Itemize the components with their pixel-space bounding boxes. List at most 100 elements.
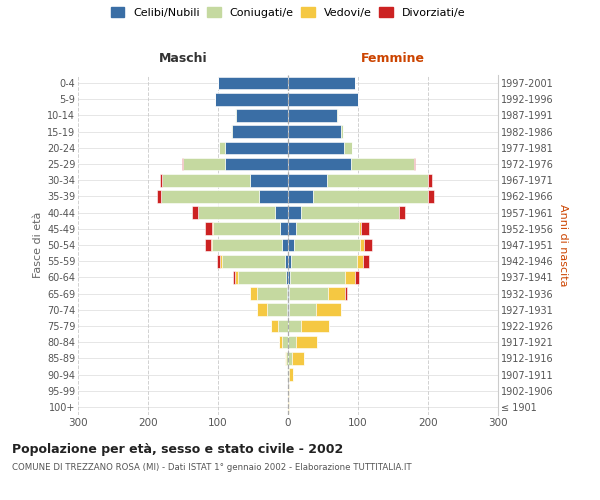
Bar xyxy=(217,255,220,268)
Bar xyxy=(345,271,355,283)
Bar xyxy=(250,174,288,186)
Bar xyxy=(288,142,344,154)
Bar xyxy=(428,190,434,202)
Bar xyxy=(192,206,198,219)
Bar xyxy=(288,304,289,316)
Bar xyxy=(400,206,405,219)
Bar xyxy=(283,336,288,348)
Bar xyxy=(363,255,368,268)
Bar xyxy=(220,255,222,268)
Bar xyxy=(285,255,288,268)
Bar xyxy=(205,238,211,252)
Legend: Celibi/Nubili, Coniugati/e, Vedovi/e, Divorziati/e: Celibi/Nubili, Coniugati/e, Vedovi/e, Di… xyxy=(106,2,470,22)
Bar xyxy=(428,174,431,186)
Bar xyxy=(157,190,161,202)
Bar xyxy=(288,206,301,219)
Bar xyxy=(301,320,329,332)
Bar xyxy=(301,206,398,219)
Bar xyxy=(213,222,280,235)
Bar xyxy=(235,109,288,122)
Bar xyxy=(328,288,346,300)
Bar xyxy=(288,320,301,332)
Bar xyxy=(289,304,316,316)
Bar xyxy=(162,174,250,186)
Bar xyxy=(288,93,358,106)
Bar xyxy=(160,174,162,186)
Bar xyxy=(326,174,428,186)
Bar xyxy=(344,142,352,154)
Bar xyxy=(289,368,293,381)
Bar xyxy=(271,320,278,332)
Bar xyxy=(287,368,288,381)
Bar xyxy=(288,238,293,252)
Bar xyxy=(286,352,288,364)
Bar xyxy=(288,109,337,122)
Bar xyxy=(218,77,288,90)
Bar xyxy=(337,109,338,122)
Bar xyxy=(161,190,259,202)
Bar xyxy=(211,238,212,252)
Bar xyxy=(288,190,313,202)
Bar xyxy=(289,288,328,300)
Bar xyxy=(182,158,183,170)
Bar xyxy=(288,271,290,283)
Bar xyxy=(183,158,225,170)
Bar xyxy=(316,304,341,316)
Bar xyxy=(259,190,288,202)
Text: Maschi: Maschi xyxy=(158,52,208,65)
Bar xyxy=(198,206,199,219)
Bar xyxy=(286,271,288,283)
Bar xyxy=(233,271,235,283)
Bar xyxy=(346,288,347,300)
Bar xyxy=(288,288,289,300)
Bar xyxy=(278,320,288,332)
Bar xyxy=(287,304,288,316)
Bar xyxy=(288,400,289,413)
Bar xyxy=(250,288,257,300)
Bar xyxy=(220,142,225,154)
Bar xyxy=(359,222,361,235)
Bar xyxy=(232,126,288,138)
Bar xyxy=(280,222,288,235)
Bar xyxy=(360,238,364,252)
Bar xyxy=(291,255,358,268)
Bar xyxy=(257,288,287,300)
Bar xyxy=(288,352,292,364)
Bar xyxy=(225,158,288,170)
Bar xyxy=(225,142,288,154)
Bar xyxy=(355,271,359,283)
Bar xyxy=(287,288,288,300)
Bar xyxy=(358,255,363,268)
Bar xyxy=(341,126,343,138)
Bar xyxy=(257,304,267,316)
Bar xyxy=(414,158,415,170)
Bar xyxy=(288,222,296,235)
Bar xyxy=(238,271,286,283)
Bar xyxy=(275,206,288,219)
Bar xyxy=(199,206,275,219)
Bar xyxy=(361,222,369,235)
Bar xyxy=(351,158,414,170)
Bar xyxy=(235,271,238,283)
Bar xyxy=(279,336,283,348)
Bar xyxy=(212,222,213,235)
Bar xyxy=(288,368,289,381)
Bar xyxy=(288,255,291,268)
Bar xyxy=(398,206,400,219)
Bar xyxy=(288,336,296,348)
Bar xyxy=(290,271,345,283)
Bar xyxy=(288,384,289,397)
Bar xyxy=(296,336,317,348)
Bar xyxy=(296,222,359,235)
Bar xyxy=(313,190,428,202)
Text: Femmine: Femmine xyxy=(361,52,425,65)
Bar xyxy=(292,352,304,364)
Text: COMUNE DI TREZZANO ROSA (MI) - Dati ISTAT 1° gennaio 2002 - Elaborazione TUTTITA: COMUNE DI TREZZANO ROSA (MI) - Dati ISTA… xyxy=(12,462,412,471)
Bar xyxy=(215,93,288,106)
Bar xyxy=(293,238,360,252)
Bar xyxy=(205,222,212,235)
Bar xyxy=(283,238,288,252)
Y-axis label: Fasce di età: Fasce di età xyxy=(32,212,43,278)
Bar xyxy=(212,238,283,252)
Bar xyxy=(267,304,287,316)
